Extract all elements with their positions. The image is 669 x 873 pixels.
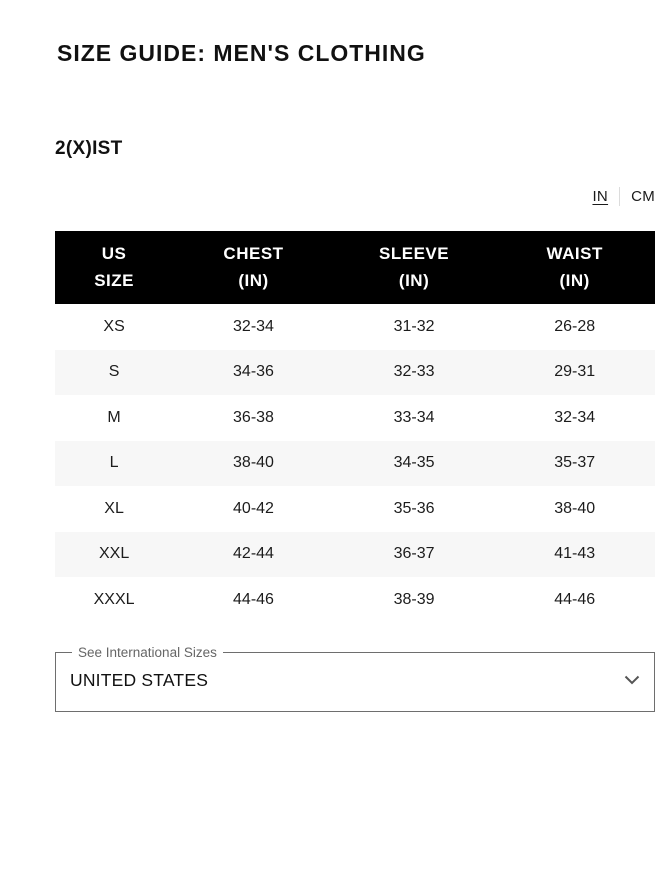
size-table-body: XS 32-34 31-32 26-28 S 34-36 32-33 29-31… bbox=[55, 304, 655, 623]
chest-cell: 36-38 bbox=[233, 408, 274, 426]
size-cell: XS bbox=[103, 317, 125, 335]
select-row: UNITED STATES bbox=[70, 660, 640, 700]
brand-name: 2(X)IST bbox=[55, 138, 123, 159]
column-header-sleeve: SLEEVE (IN) bbox=[333, 231, 495, 304]
column-header-us-size: US SIZE bbox=[55, 231, 174, 304]
chevron-down-icon bbox=[624, 675, 640, 685]
chest-cell: 42-44 bbox=[233, 545, 274, 563]
size-cell: L bbox=[109, 454, 119, 472]
sleeve-cell: 38-39 bbox=[393, 590, 435, 608]
waist-cell: 35-37 bbox=[554, 454, 596, 472]
size-table: US SIZE CHEST (IN) SLEEVE (IN) WAIST (IN… bbox=[55, 231, 655, 623]
sleeve-cell: 34-35 bbox=[393, 454, 435, 472]
size-cell: M bbox=[107, 408, 121, 426]
sleeve-cell: 33-34 bbox=[393, 408, 435, 426]
table-row-xxl: XXL 42-44 36-37 41-43 bbox=[55, 531, 655, 577]
unit-divider bbox=[619, 186, 621, 206]
chest-cell: 38-40 bbox=[233, 454, 274, 472]
header-row: US SIZE CHEST (IN) SLEEVE (IN) WAIST (IN… bbox=[55, 231, 655, 304]
chest-cell: 44-46 bbox=[233, 590, 274, 608]
waist-cell: 26-28 bbox=[554, 317, 596, 335]
table-row-xl: XL 40-42 35-36 38-40 bbox=[55, 486, 655, 532]
column-header-chest: CHEST (IN) bbox=[173, 231, 334, 304]
waist-cell: 29-31 bbox=[554, 363, 596, 381]
international-sizes-label: See International Sizes bbox=[78, 644, 217, 660]
sleeve-cell: 31-32 bbox=[393, 317, 435, 335]
size-cell: XXXL bbox=[93, 590, 135, 608]
sleeve-cell: 35-36 bbox=[393, 499, 435, 517]
table-row-xxxl: XXXL 44-46 38-39 44-46 bbox=[55, 577, 655, 623]
column-header-waist: WAIST (IN) bbox=[494, 231, 655, 304]
sleeve-cell: 36-37 bbox=[393, 545, 435, 563]
chest-cell: 40-42 bbox=[233, 499, 274, 517]
selected-country-value: UNITED STATES bbox=[70, 669, 209, 690]
size-cell: XXL bbox=[98, 545, 130, 563]
waist-cell: 44-46 bbox=[554, 590, 596, 608]
chest-cell: 34-36 bbox=[233, 363, 274, 381]
size-table-header: US SIZE CHEST (IN) SLEEVE (IN) WAIST (IN… bbox=[55, 231, 655, 304]
unit-toggle: IN CM bbox=[0, 186, 655, 206]
table-row-xs: XS 32-34 31-32 26-28 bbox=[55, 304, 655, 350]
waist-cell: 38-40 bbox=[554, 499, 596, 517]
waist-cell: 41-43 bbox=[554, 545, 596, 563]
unit-cm-button[interactable]: CM bbox=[631, 187, 655, 205]
international-sizes-select[interactable]: See International Sizes UNITED STATES bbox=[55, 644, 655, 712]
table-row-s: S 34-36 32-33 29-31 bbox=[55, 349, 655, 395]
table-row-l: L 38-40 34-35 35-37 bbox=[55, 440, 655, 486]
page-title: SIZE GUIDE: MEN'S CLOTHING bbox=[57, 40, 426, 66]
waist-cell: 32-34 bbox=[554, 408, 596, 426]
chest-cell: 32-34 bbox=[233, 317, 274, 335]
size-cell: XL bbox=[104, 499, 124, 517]
table-row-m: M 36-38 33-34 32-34 bbox=[55, 395, 655, 441]
size-cell: S bbox=[108, 363, 120, 381]
sleeve-cell: 32-33 bbox=[393, 363, 435, 381]
unit-in-button[interactable]: IN bbox=[592, 187, 609, 205]
